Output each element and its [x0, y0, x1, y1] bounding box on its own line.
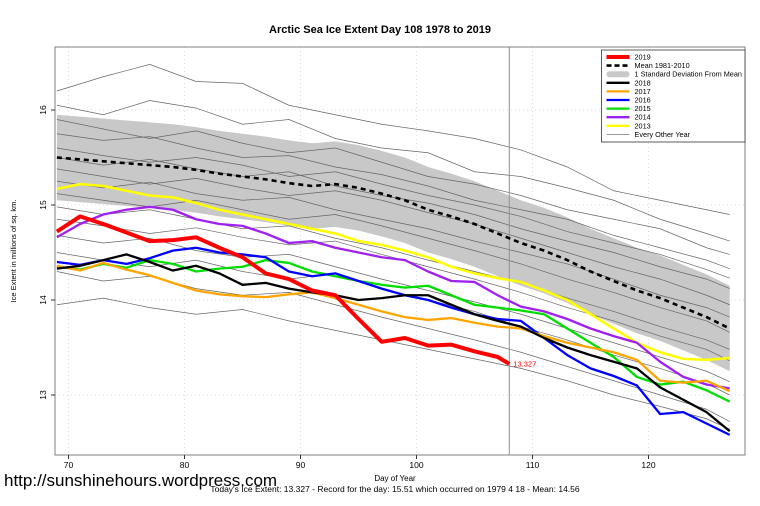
every-other-year-line	[56, 100, 730, 242]
series-mean-1981-2010-line	[56, 156, 731, 330]
every-other-year-line	[56, 119, 730, 255]
every-other-year-line	[56, 64, 730, 215]
every-other-year-line	[56, 168, 730, 306]
series-2013-line	[56, 182, 730, 362]
every-other-year-line	[56, 297, 730, 430]
y-tick-label: 15	[38, 200, 48, 210]
legend-label: 2014	[635, 113, 651, 122]
legend-label: 2017	[635, 87, 651, 96]
legend-label: 2018	[635, 78, 651, 87]
x-tick-label: 100	[409, 460, 423, 470]
legend-label: Mean 1981-2010	[635, 61, 690, 70]
legend-label: 1 Standard Deviation From Mean	[635, 70, 742, 79]
std-deviation-band	[56, 114, 730, 372]
series-2018-line	[56, 253, 731, 432]
x-axis-label: Day of Year	[374, 474, 416, 483]
legend-label: 2016	[635, 96, 651, 105]
series-2016-line	[56, 246, 731, 436]
series-2017-line	[56, 261, 731, 393]
footer-center: Day of Year Today's Ice Extent: 13.327 -…	[30, 474, 760, 494]
footer-stats: Today's Ice Extent: 13.327 - Record for …	[210, 484, 580, 494]
legend-label: Every Other Year	[635, 130, 691, 139]
y-tick-label: 13	[38, 390, 48, 400]
legend-label: 2019	[635, 53, 651, 62]
every-other-year-line	[56, 193, 730, 333]
x-tick-label: 120	[641, 460, 655, 470]
plot-border	[54, 46, 746, 456]
y-tick-label: 16	[38, 105, 48, 115]
chart-title: Arctic Sea Ice Extent Day 108 1978 to 20…	[269, 24, 491, 36]
y-tick-label: 14	[38, 295, 48, 305]
series-2015-line	[56, 258, 731, 403]
x-tick-label: 90	[296, 460, 306, 470]
legend-label: 2013	[635, 121, 651, 130]
every-other-year-line	[56, 180, 730, 318]
x-tick-label: 70	[64, 460, 74, 470]
series-2014-line	[56, 205, 730, 390]
every-other-year-line	[56, 206, 730, 350]
x-tick-label: 80	[180, 460, 190, 470]
legend-label: 2015	[635, 104, 651, 113]
every-other-year-line	[56, 147, 730, 279]
legend-swatch-band	[606, 71, 630, 78]
y-axis-label: Ice Extent in millions of sq. km.	[9, 200, 18, 303]
footer-url-link[interactable]: http://sunshinehours.wordpress.com	[4, 471, 278, 490]
current-extent-annotation: 13.327	[513, 359, 536, 368]
x-tick-label: 110	[526, 460, 540, 470]
series-2019-line	[55, 214, 511, 366]
every-other-year-line	[56, 235, 730, 383]
every-other-year-line	[56, 133, 730, 269]
